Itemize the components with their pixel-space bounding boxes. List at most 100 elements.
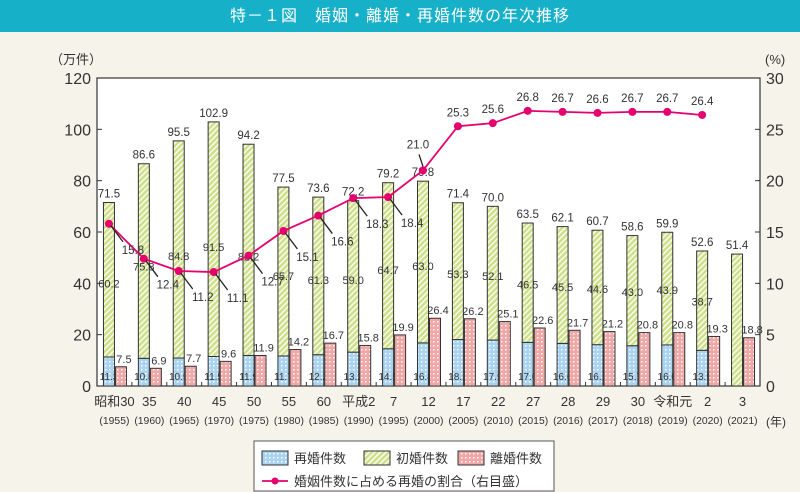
divorce-bar: [114, 366, 127, 387]
x-tick-year: (1965): [169, 416, 199, 427]
ratio-label: 25.3: [447, 107, 469, 119]
marriage-total-label: 72.2: [342, 187, 364, 199]
x-tick-year: (1990): [344, 416, 374, 427]
marriage-total-label: 73.6: [307, 183, 329, 195]
ratio-line: [108, 109, 703, 273]
divorce-label: 15.8: [357, 332, 378, 344]
right-tick-label: 10: [766, 276, 784, 293]
divorce-bar: [463, 318, 476, 387]
legend-label: 初婚件数: [396, 451, 448, 466]
ratio-point: [628, 107, 637, 116]
divorce-label: 7.5: [116, 354, 131, 366]
legend-label: 婚姻件数に占める再婚の割合（右目盛）: [294, 474, 528, 489]
x-tick-label: 55: [282, 394, 296, 409]
marriage-total-label: 71.4: [447, 189, 470, 201]
divorce-label: 14.2: [288, 337, 309, 349]
x-tick-label: 60: [317, 394, 331, 409]
first-marriage-label: 38.7: [691, 297, 712, 309]
ratio-leader: [354, 199, 368, 217]
remarriage-label: 16.8: [413, 372, 433, 383]
left-axis-unit: （万件）: [50, 52, 102, 67]
ratio-label: 16.6: [331, 237, 353, 249]
divorce-bar: [568, 329, 581, 387]
remarriage-label: 16.0: [658, 372, 678, 383]
right-tick-label: 15: [766, 225, 784, 242]
ratio-label: 26.7: [551, 93, 573, 105]
divorce-bar: [638, 332, 651, 387]
divorce-label: 22.6: [532, 315, 553, 327]
x-tick-year: (2016): [553, 416, 583, 427]
ratio-label: 11.2: [192, 292, 214, 304]
divorce-bar: [394, 334, 407, 387]
remarriage-label: 12.2: [309, 372, 329, 383]
x-tick-year: (2021): [728, 416, 758, 427]
divorce-bar: [324, 342, 337, 387]
x-tick-label: 昭和30: [94, 394, 134, 409]
ratio-label: 18.3: [366, 219, 388, 231]
x-tick-label: 令和元: [653, 394, 692, 409]
divorce-bar: [533, 327, 546, 387]
left-tick-label: 20: [73, 328, 91, 345]
ratio-leader: [110, 225, 124, 243]
divorce-bar: [289, 349, 302, 387]
divorce-label: 9.6: [221, 348, 236, 360]
right-axis-unit: (%): [765, 52, 785, 67]
first-marriage-label: 52.1: [482, 271, 503, 283]
ratio-label: 26.6: [586, 94, 608, 106]
ratio-label: 12.4: [157, 280, 180, 292]
divorce-bar: [708, 335, 721, 387]
x-tick-label: 12: [421, 394, 435, 409]
ratio-label: 15.1: [296, 252, 318, 264]
legend: [253, 440, 555, 492]
first-marriage-bar: [486, 205, 499, 341]
ratio-label: 25.6: [482, 104, 504, 116]
divorce-label: 19.3: [706, 323, 727, 335]
x-tick-year: (1970): [204, 416, 234, 427]
x-tick-year: (1980): [274, 416, 304, 427]
x-tick-year: (2005): [448, 416, 478, 427]
first-marriage-bar: [626, 235, 639, 347]
ratio-label: 26.7: [656, 93, 678, 105]
ratio-label: 26.7: [621, 93, 643, 105]
ratio-label: 15.8: [122, 245, 144, 257]
legend-swatch: [363, 450, 391, 466]
ratio-point: [593, 108, 602, 117]
marriage-total-label: 59.9: [656, 218, 678, 230]
x-tick-label: 28: [561, 394, 575, 409]
left-tick-label: 40: [73, 276, 91, 293]
right-tick-label: 20: [766, 174, 784, 191]
ratio-leader: [389, 198, 403, 216]
ratio-leader: [215, 273, 229, 291]
x-tick-label: 2: [704, 394, 711, 409]
marriage-total-label: 70.0: [482, 192, 504, 204]
divorce-label: 25.1: [497, 309, 518, 321]
x-tick-year: (1985): [309, 416, 339, 427]
remarriage-label: 11.9: [239, 372, 258, 383]
marriage-total-label: 79.2: [377, 169, 399, 181]
divorce-label: 16.7: [323, 330, 344, 342]
ratio-label: 21.0: [407, 139, 429, 151]
divorce-bar: [219, 360, 232, 387]
first-marriage-label: 65.7: [273, 271, 294, 283]
first-marriage-bar: [451, 202, 464, 341]
x-tick-label: 35: [142, 394, 156, 409]
ratio-leader: [250, 257, 264, 275]
ratio-point: [698, 110, 707, 119]
first-marriage-label: 44.6: [587, 284, 608, 296]
ratio-leader: [284, 232, 298, 250]
first-marriage-bar: [417, 180, 429, 344]
ratio-leader: [319, 217, 333, 234]
x-tick-label: 22: [491, 394, 505, 409]
divorce-label: 11.9: [253, 342, 274, 354]
ratio-point: [663, 107, 672, 116]
x-tick-label: 17: [456, 394, 470, 409]
marriage-total-label: 94.2: [237, 130, 259, 142]
legend-line-marker: [271, 477, 279, 485]
chart-title: 特－１図 婚姻・離婚・再婚件数の年次推移: [0, 0, 800, 32]
remarriage-label: 15.7: [623, 372, 643, 383]
x-tick-label: 27: [526, 394, 540, 409]
ratio-label: 26.4: [691, 96, 714, 108]
ratio-point: [419, 166, 427, 175]
divorce-bar: [429, 317, 441, 387]
